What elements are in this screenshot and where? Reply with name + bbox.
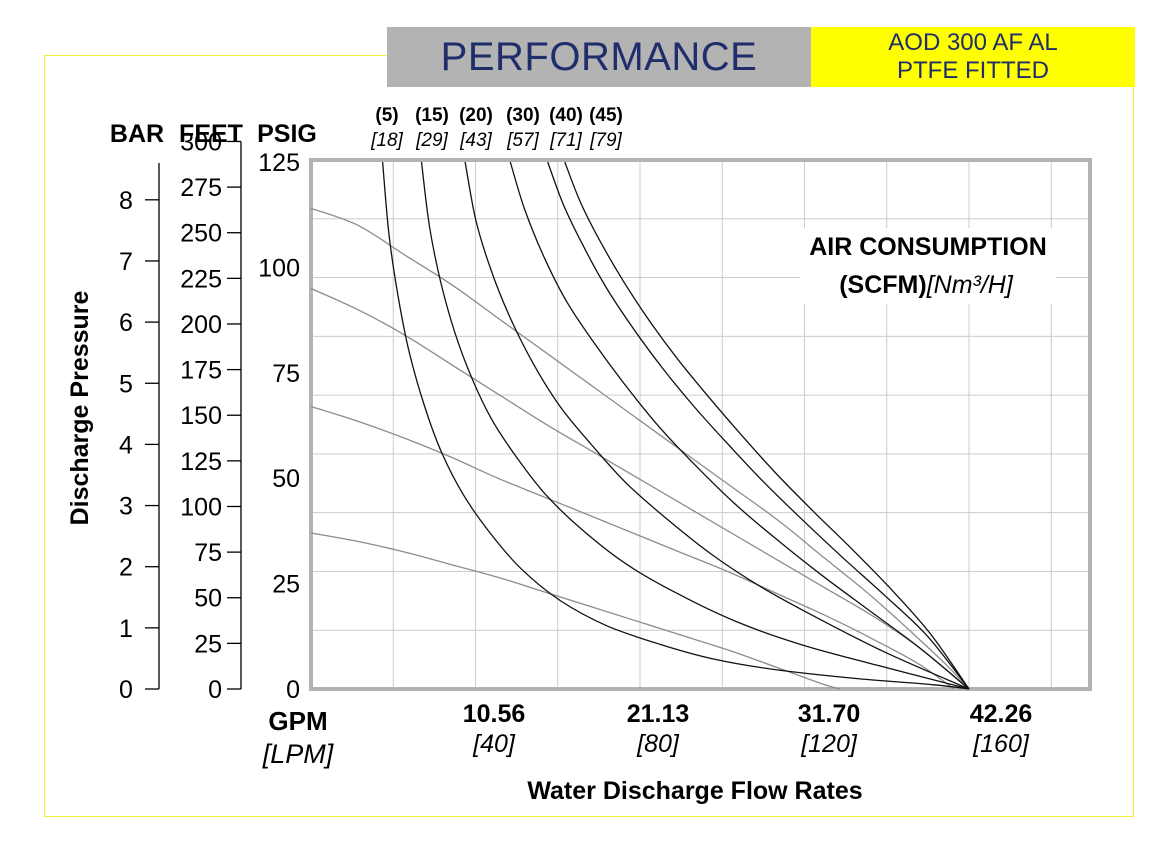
x-tick-label-gpm: 21.13 xyxy=(627,700,690,728)
model-label-box: AOD 300 AF AL PTFE FITTED xyxy=(811,27,1135,87)
bar-tick-label: 0 xyxy=(119,676,133,704)
bar-tick-label: 7 xyxy=(119,248,133,276)
model-fitting: PTFE FITTED xyxy=(897,57,1049,84)
psig-tick-label: 25 xyxy=(272,571,300,599)
air-curve-label-nm3h: [57] xyxy=(506,130,539,151)
performance-title-box: PERFORMANCE xyxy=(387,27,811,87)
feet-tick-label: 50 xyxy=(194,585,222,613)
pressure-curve-2 xyxy=(310,287,970,690)
pressure-curve-1 xyxy=(310,207,970,690)
air-curve-5 xyxy=(381,161,970,690)
air-curve-label-nm3h: [18] xyxy=(370,130,403,151)
legend-title: AIR CONSUMPTION xyxy=(809,233,1047,261)
air-curve-label-scfm: (5) xyxy=(375,105,398,126)
x-tick-label-lpm: [40] xyxy=(472,730,516,758)
air-curve-label-nm3h: [43] xyxy=(459,130,492,151)
legend-unit-scfm: (SCFM) xyxy=(839,271,926,299)
air-curve-20 xyxy=(464,161,970,690)
x-axis-label: Water Discharge Flow Rates xyxy=(527,777,862,805)
bar-tick-label: 4 xyxy=(119,431,133,459)
feet-tick-label: 125 xyxy=(180,448,222,476)
feet-tick-label: 75 xyxy=(194,539,222,567)
feet-tick-label: 300 xyxy=(180,128,222,156)
feet-tick-label: 200 xyxy=(180,311,222,339)
psig-tick-label: 125 xyxy=(258,149,300,177)
psig-axis-header: PSIG xyxy=(257,120,317,148)
pressure-curve-3 xyxy=(310,405,955,690)
x-tick-label-lpm: [160] xyxy=(972,730,1030,758)
feet-tick-label: 225 xyxy=(180,265,222,293)
air-curve-label-nm3h: [71] xyxy=(549,130,582,151)
bar-axis-header: BAR xyxy=(110,120,164,148)
x-tick-label-gpm: 31.70 xyxy=(798,700,861,728)
bar-tick-label: 3 xyxy=(119,493,133,521)
feet-tick-label: 275 xyxy=(180,174,222,202)
feet-tick-label: 25 xyxy=(194,630,222,658)
bar-tick-label: 8 xyxy=(119,187,133,215)
air-curve-label-scfm: (15) xyxy=(415,105,449,126)
air-curve-30 xyxy=(509,161,970,690)
psig-tick-label: 100 xyxy=(258,254,300,282)
feet-tick-label: 150 xyxy=(180,402,222,430)
air-curve-label-scfm: (45) xyxy=(589,105,623,126)
plot-area xyxy=(309,158,1092,691)
air-curve-label-nm3h: [79] xyxy=(589,130,622,151)
pressure-curve-4 xyxy=(310,532,841,690)
x-tick-label-lpm: [80] xyxy=(636,730,680,758)
air-curve-15 xyxy=(420,161,970,690)
page-title: PERFORMANCE xyxy=(440,34,758,79)
y-axis-label: Discharge Pressure xyxy=(66,290,94,525)
feet-tick-label: 175 xyxy=(180,357,222,385)
air-curve-label-scfm: (30) xyxy=(506,105,540,126)
x-unit-lpm: [LPM] xyxy=(262,739,335,769)
air-curve-40 xyxy=(547,161,970,690)
feet-tick-label: 250 xyxy=(180,220,222,248)
legend-background xyxy=(800,228,1056,304)
air-consumption-curves: (5) [18] (15) [29] (20) [43] (30) [57] (40) [71] (… xyxy=(370,105,970,690)
x-tick-label-lpm: [120] xyxy=(800,730,858,758)
bar-tick-label: 2 xyxy=(119,554,133,582)
legend-subtitle: (SCFM)[Nm³/H] xyxy=(839,271,1014,299)
model-name: AOD 300 AF AL xyxy=(888,29,1058,56)
x-unit-gpm: GPM xyxy=(268,706,327,736)
psig-tick-label: 0 xyxy=(286,676,300,704)
bar-tick-label: 1 xyxy=(119,615,133,643)
x-tick-label-gpm: 10.56 xyxy=(463,700,526,728)
axes: 0123456780255075100125150175200225250275… xyxy=(119,128,1032,758)
bar-tick-label: 5 xyxy=(119,370,133,398)
feet-axis-header: FEET xyxy=(179,120,243,148)
x-tick-label-gpm: 42.26 xyxy=(970,700,1033,728)
air-curve-label-nm3h: [29] xyxy=(415,130,448,151)
psig-tick-label: 50 xyxy=(272,465,300,493)
air-curve-label-scfm: (20) xyxy=(459,105,493,126)
pressure-curves xyxy=(310,207,970,690)
bar-tick-label: 6 xyxy=(119,309,133,337)
air-curve-label-scfm: (40) xyxy=(549,105,583,126)
feet-tick-label: 0 xyxy=(208,676,222,704)
feet-tick-label: 100 xyxy=(180,493,222,521)
air-curve-45 xyxy=(564,161,970,690)
legend-unit-nm3h: [Nm³/H] xyxy=(926,271,1014,299)
psig-tick-label: 75 xyxy=(272,360,300,388)
